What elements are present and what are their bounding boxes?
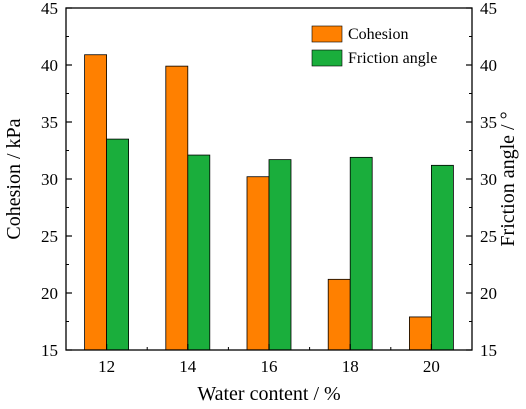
bar-cohesion-14	[165, 65, 189, 351]
legend-swatch-cohesion	[311, 25, 343, 43]
x-tick-label: 12	[98, 357, 115, 376]
bar-friction-angle-18	[349, 156, 373, 351]
legend-label-cohesion: Cohesion	[348, 26, 408, 43]
y2-tick-label: 45	[480, 0, 497, 18]
y2-tick-label: 25	[480, 227, 497, 246]
y-tick-label: 30	[41, 170, 58, 189]
bar-cohesion-18	[327, 278, 351, 351]
bar-cohesion-16	[246, 176, 270, 351]
bar-friction-angle-16	[268, 159, 292, 351]
y2-tick-label: 15	[480, 341, 497, 360]
x-tick-label: 16	[261, 357, 278, 376]
bar-friction-angle-20	[430, 164, 454, 351]
x-tick-label: 20	[423, 357, 440, 376]
y2-tick-label: 40	[480, 56, 497, 75]
plot-frame	[65, 7, 473, 351]
y-tick-label: 25	[41, 227, 58, 246]
y2-tick-label: 20	[480, 284, 497, 303]
legend: Cohesion Friction angle	[311, 25, 437, 67]
x-tick-label: 18	[342, 357, 359, 376]
x-tick-label: 14	[179, 357, 197, 376]
bar-friction-angle-12	[106, 138, 129, 351]
bar-friction-angle-14	[187, 154, 211, 351]
bar-cohesion-12	[84, 54, 107, 351]
tick-labels-group: 12 14 16 18 20 15 20 25 30 35 40 45 15 20 25 30 35 40 45	[41, 0, 497, 376]
right-y-axis-title: Friction angle / °	[497, 111, 519, 246]
y2-tick-label: 35	[480, 113, 497, 132]
x-axis-title: Water content / %	[197, 383, 340, 405]
y-tick-label: 15	[41, 341, 58, 360]
legend-label-friction-angle: Friction angle	[348, 50, 437, 67]
y-tick-label: 20	[41, 284, 58, 303]
y-tick-label: 40	[41, 56, 58, 75]
bars-group	[84, 54, 454, 351]
left-y-axis-title: Cohesion / kPa	[3, 118, 25, 239]
y-tick-label: 45	[41, 0, 58, 18]
y2-tick-label: 30	[480, 170, 497, 189]
y-tick-label: 35	[41, 113, 58, 132]
bar-cohesion-20	[408, 316, 432, 351]
legend-swatch-friction-angle	[311, 49, 343, 67]
